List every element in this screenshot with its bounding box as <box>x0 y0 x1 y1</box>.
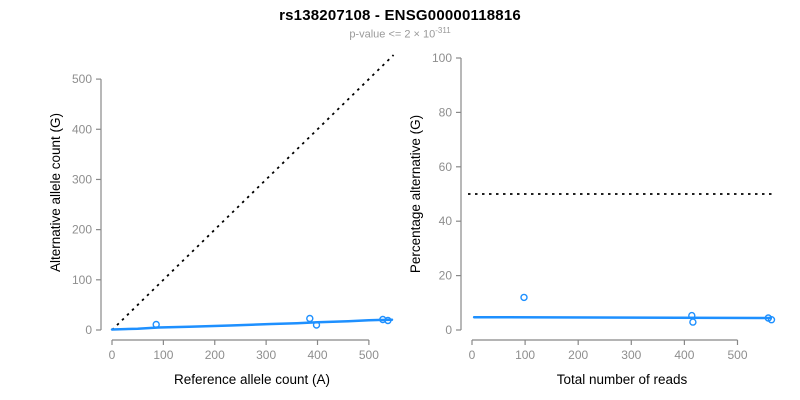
x-tick-label: 200 <box>568 348 588 362</box>
y-axis-title: Percentage alternative (G) <box>408 115 423 273</box>
x-tick-label: 0 <box>109 348 116 362</box>
y-tick-label: 300 <box>72 172 92 186</box>
x-axis-title: Total number of reads <box>557 372 688 387</box>
pvalue-text: p-value <= 2 × 10 <box>349 28 436 41</box>
data-point <box>520 293 528 302</box>
y-tick-label: 200 <box>72 223 92 237</box>
chart-subtitle: p-value <= 2 × 10-311 <box>0 26 800 41</box>
data-point <box>306 314 314 323</box>
trend-line <box>472 315 773 320</box>
x-tick-label: 500 <box>359 348 379 362</box>
plot-panel-left: 0 100 200 300 400 500 0 100 200 300 400 500 Referenc… <box>48 54 395 387</box>
trend-line <box>110 318 394 331</box>
data-point <box>689 318 697 326</box>
y-tick-label: 500 <box>72 72 92 86</box>
x-tick-label: 300 <box>621 348 641 362</box>
y-tick-label: 0 <box>85 323 92 337</box>
data-point <box>152 320 160 329</box>
pvalue-exponent: -311 <box>435 26 451 35</box>
x-tick-label: 0 <box>469 348 476 362</box>
chart-title: rs138207108 - ENSG00000118816 <box>279 7 521 24</box>
reference-dotted-line <box>111 54 395 331</box>
x-tick-label: 100 <box>153 348 173 362</box>
y-axis-title: Alternative allele count (G) <box>48 113 63 272</box>
plot-panel-right: 0 100 200 300 400 500 0 20 40 60 80 100 Total number… <box>408 51 776 387</box>
data-point <box>384 316 392 325</box>
y-tick-label: 100 <box>432 51 452 65</box>
data-point <box>767 316 776 324</box>
x-tick-label: 300 <box>256 348 276 362</box>
y-tick-label: 0 <box>445 323 452 337</box>
y-tick-label: 80 <box>439 105 453 119</box>
x-axis-title: Reference allele count (A) <box>174 372 330 387</box>
y-tick-label: 100 <box>72 273 92 287</box>
data-point <box>379 315 387 324</box>
y-tick-label: 60 <box>439 160 453 174</box>
x-tick-label: 400 <box>674 348 694 362</box>
x-tick-label: 200 <box>205 348 225 362</box>
y-tick-label: 20 <box>439 269 453 283</box>
x-tick-label: 100 <box>515 348 535 362</box>
x-tick-label: 500 <box>727 348 747 362</box>
y-tick-label: 400 <box>72 122 92 136</box>
x-tick-label: 400 <box>307 348 327 362</box>
data-point <box>312 321 321 329</box>
y-tick-label: 40 <box>439 214 453 228</box>
